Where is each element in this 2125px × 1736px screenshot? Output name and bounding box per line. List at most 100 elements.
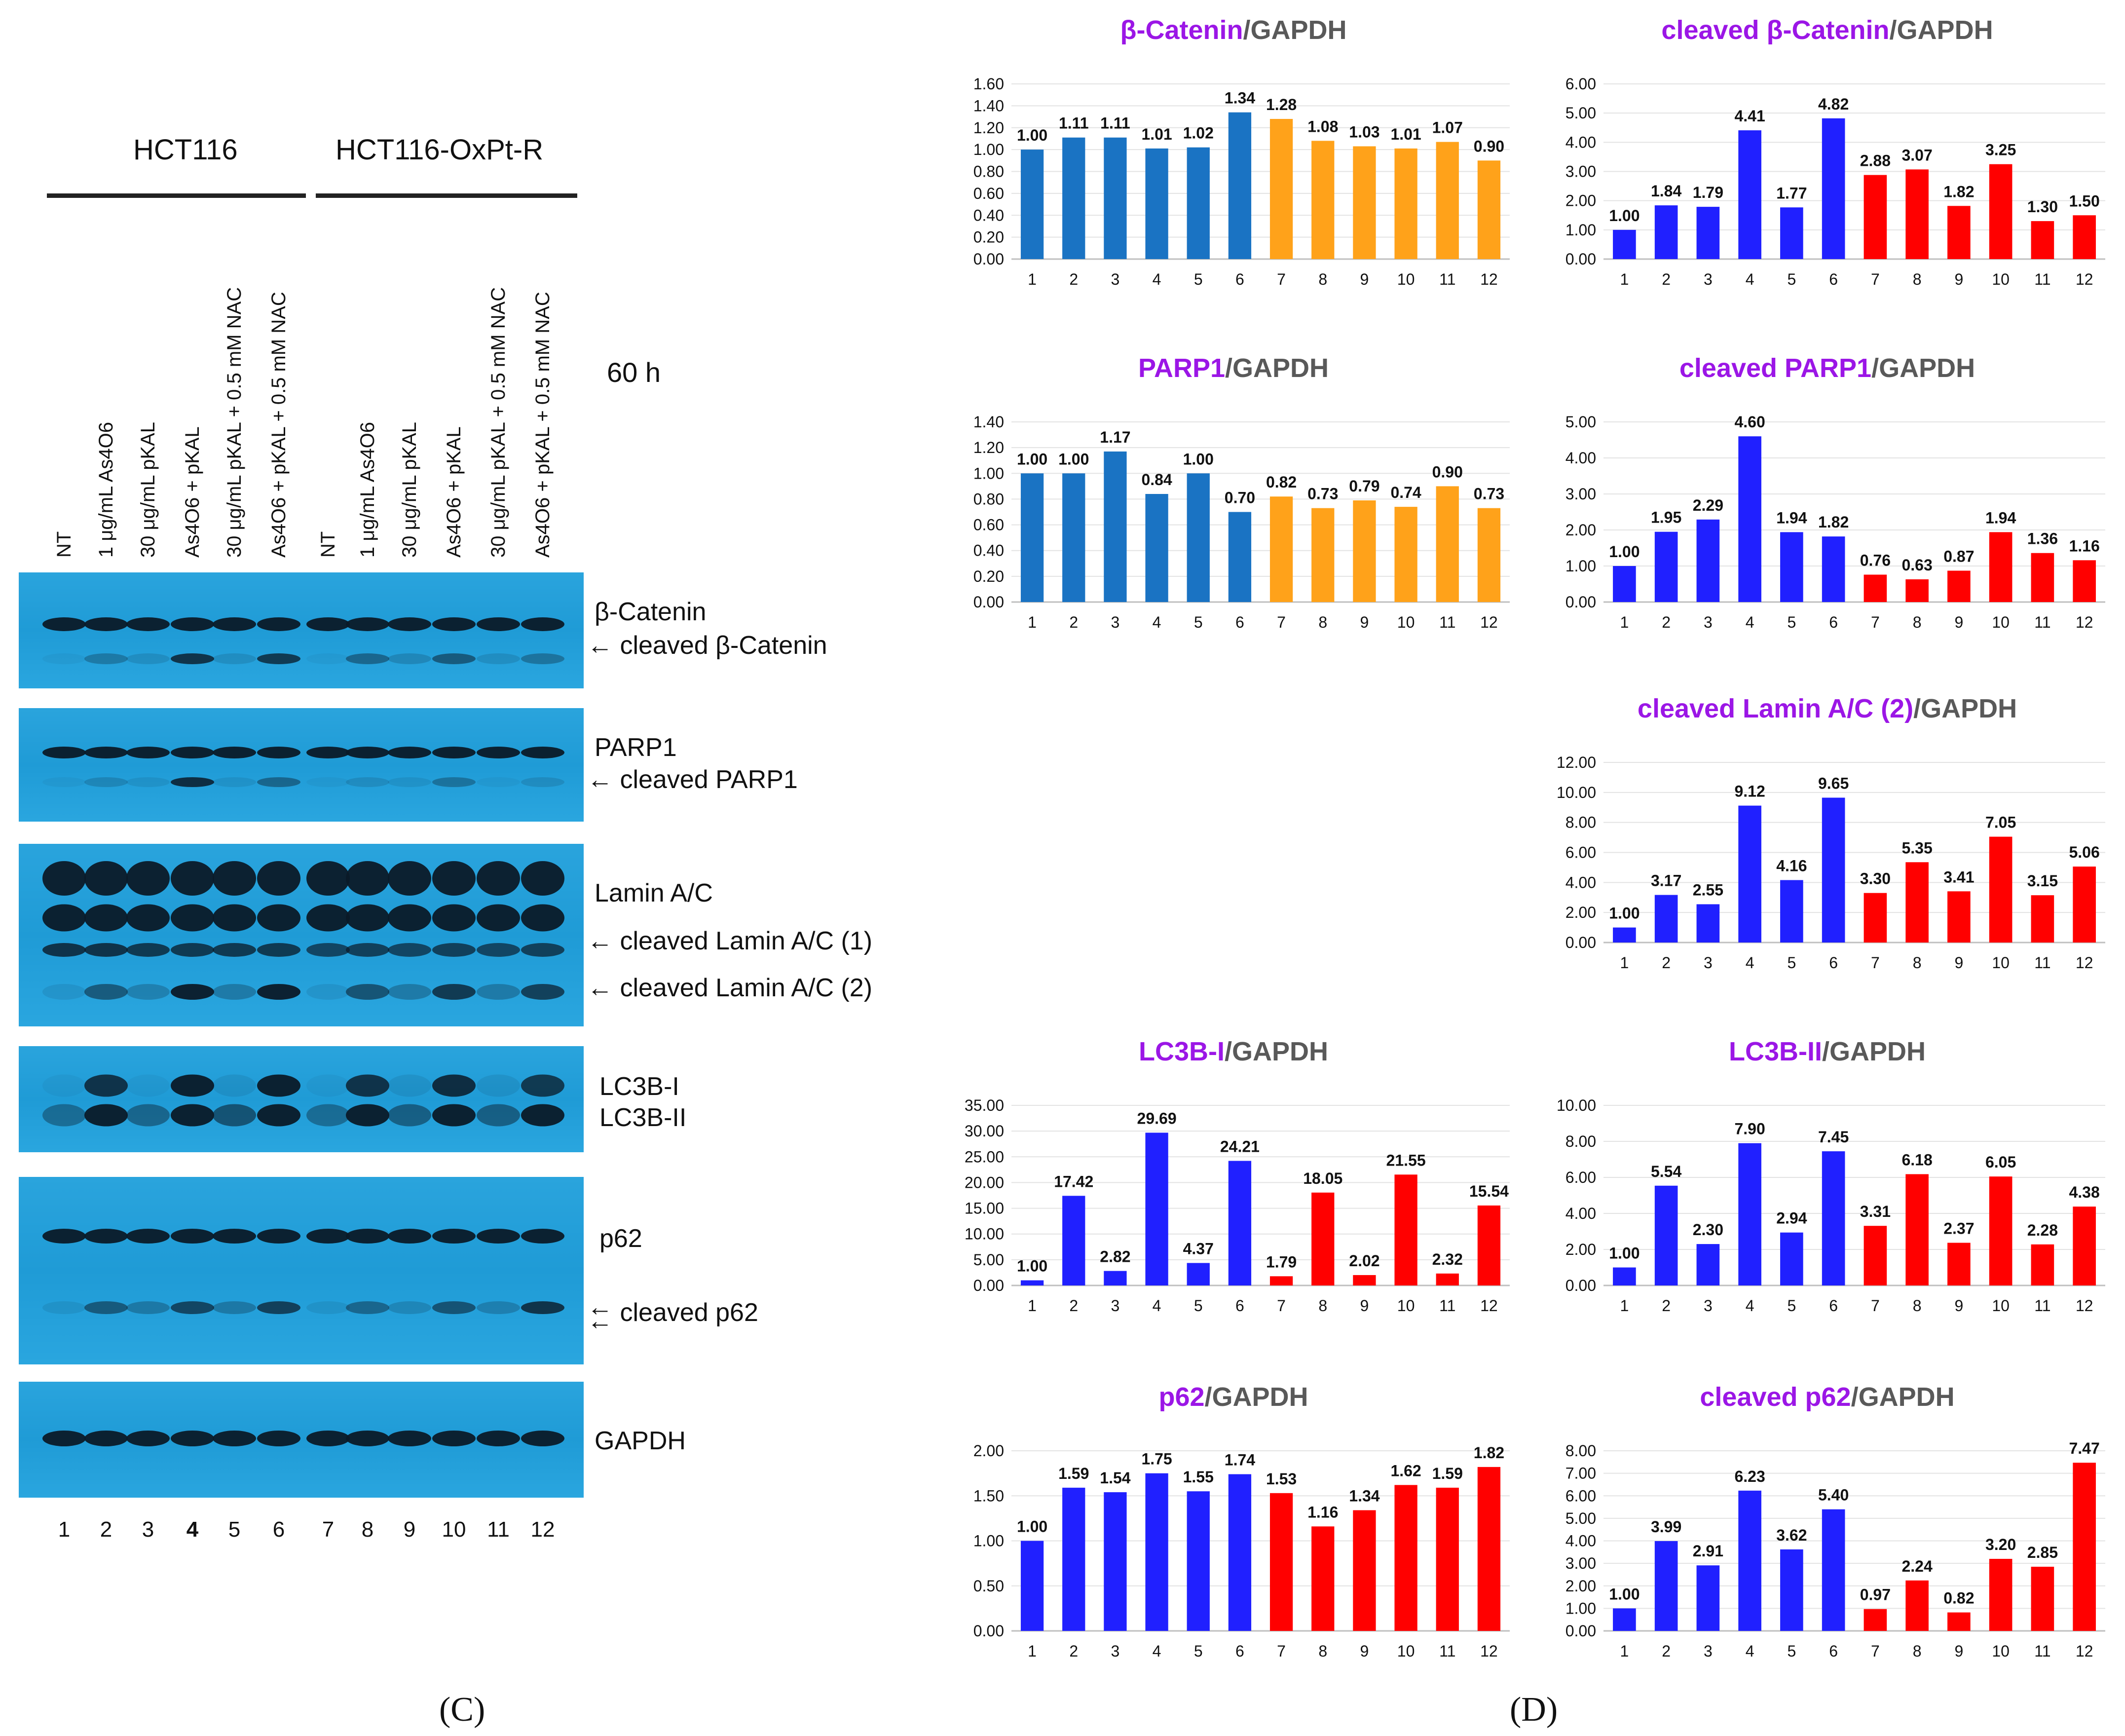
data-label: 1.53 (1266, 1470, 1297, 1488)
data-label: 5.54 (1651, 1163, 1681, 1180)
blot-band (477, 747, 520, 758)
arrow-icon: ← (587, 765, 613, 794)
x-tick-label: 1 (1620, 1297, 1629, 1315)
data-label: 2.29 (1693, 496, 1723, 514)
chart-title-normalizer: /GAPDH (1851, 1382, 1955, 1412)
lane-label: 30 μg/mL pKAL + 0.5 mM NAC (487, 287, 509, 558)
data-label: 4.37 (1183, 1240, 1214, 1257)
blot-band (213, 617, 256, 631)
bar (1394, 148, 1417, 259)
chart-plot: 0.00 5.00 10.00 15.00 20.00 25.00 30.00 35.00 1.… (965, 1096, 1510, 1315)
bar (1145, 1473, 1168, 1631)
blot-band (213, 1074, 256, 1097)
y-tick-label: 12.00 (1557, 754, 1596, 771)
bar (1020, 1280, 1044, 1285)
data-label: 18.05 (1303, 1170, 1342, 1187)
data-label: 2.94 (1776, 1209, 1807, 1227)
x-tick-label: 1 (1620, 613, 1629, 631)
chart-plot: 0.00 0.20 0.40 0.60 0.80 1.00 1.20 1.40 1.60 1.00… (973, 75, 1510, 288)
bar (1864, 1609, 1887, 1631)
bar (1062, 1487, 1085, 1631)
chart-title: β-Catenin/GAPDH (937, 15, 1529, 45)
blot-band (521, 984, 564, 1000)
y-tick-label: 4.00 (1566, 133, 1596, 151)
data-label: 2.88 (1860, 152, 1891, 170)
y-tick-label: 5.00 (1566, 104, 1596, 122)
blot-band (432, 1104, 476, 1127)
lane-label: 30 μg/mL pKAL (137, 421, 159, 558)
x-tick-label: 12 (2076, 1642, 2093, 1660)
lane-label: As4O6 + pKAL (182, 426, 203, 558)
blot-band (521, 747, 564, 758)
y-tick-label: 10.00 (1557, 1096, 1596, 1114)
y-tick-label: 2.00 (1566, 1241, 1596, 1258)
blot-band (42, 777, 86, 787)
bar (1738, 1143, 1761, 1285)
data-label: 1.11 (1100, 114, 1130, 132)
data-label: 1.16 (2069, 537, 2099, 555)
x-tick-label: 5 (1194, 1642, 1203, 1660)
label-p62: p62 (599, 1224, 642, 1253)
blot-b-catenin-bands (42, 617, 564, 664)
y-tick-label: 1.40 (973, 97, 1004, 114)
time-label: 60 h (607, 357, 661, 388)
bar (1613, 229, 1636, 259)
data-label: 5.35 (1901, 839, 1932, 857)
data-label: 3.07 (1901, 146, 1932, 164)
chart-c7: LC3B-II/GAPDH 0.00 2.00 4.00 6.00 8.00 10.00 1.… (1529, 1036, 2125, 1327)
arrow-icon: ← (587, 631, 613, 660)
lane-label: NT (53, 531, 75, 558)
chart-c1: β-Catenin/GAPDH 0.00 0.20 0.40 0.60 0.80 1.00 1… (937, 15, 1529, 301)
blot-band (346, 1301, 389, 1314)
x-tick-label: 3 (1111, 1297, 1120, 1315)
blot-band (84, 861, 128, 896)
bar (1780, 532, 1803, 602)
blot-band (84, 1074, 128, 1097)
blot-band (171, 1104, 214, 1127)
y-tick-label: 7.00 (1566, 1465, 1596, 1482)
bar (1269, 1493, 1293, 1631)
bar (1477, 508, 1501, 602)
x-tick-label: 5 (1787, 613, 1796, 631)
group-bracket-hct116 (47, 193, 306, 198)
chart-plot: 0.00 1.00 2.00 3.00 4.00 5.00 6.00 7.00 8.00 1.00… (1566, 1439, 2105, 1660)
x-tick-label: 2 (1662, 613, 1671, 631)
y-tick-label: 0.00 (973, 250, 1004, 268)
y-tick-label: 0.00 (1566, 1277, 1596, 1294)
bar (1780, 880, 1803, 943)
data-label: 1.17 (1100, 428, 1130, 446)
y-tick-label: 1.00 (1566, 221, 1596, 239)
x-tick-label: 7 (1277, 1297, 1286, 1315)
blot-band (346, 747, 389, 758)
x-tick-label: 5 (1787, 270, 1796, 288)
y-tick-label: 35.00 (965, 1096, 1004, 1114)
bar (1822, 797, 1845, 943)
data-label: 1.82 (1474, 1444, 1504, 1462)
bar (1780, 1549, 1803, 1631)
chart-title-protein: β-Catenin (1120, 15, 1243, 45)
chart-title-protein: PARP1 (1138, 353, 1226, 383)
y-tick-label: 0.40 (973, 206, 1004, 224)
data-label: 1.34 (1349, 1487, 1379, 1505)
y-tick-label: 0.00 (1566, 250, 1596, 268)
blot-band (346, 1229, 389, 1244)
bar (1822, 1151, 1845, 1285)
bar (1822, 118, 1845, 260)
blot-band (306, 1074, 350, 1097)
chart-c4: cleaved PARP1/GAPDH 0.00 1.00 2.00 3.00 4.00 5… (1529, 353, 2125, 644)
data-label: 1.11 (1059, 114, 1089, 132)
blot-band (257, 653, 300, 664)
y-tick-label: 5.00 (1566, 413, 1596, 431)
blot-band (388, 861, 431, 896)
lane-number: 12 (530, 1517, 555, 1542)
data-label: 1.00 (1017, 450, 1047, 468)
blot-band (126, 617, 170, 631)
x-tick-label: 8 (1913, 1642, 1922, 1660)
bar (1947, 1243, 1971, 1285)
data-label: 1.36 (2027, 530, 2058, 548)
chart-plot: 0.00 2.00 4.00 6.00 8.00 10.00 1.00 1 5.54 2 2.30 3… (1557, 1096, 2105, 1315)
group-label-hct116: HCT116 (133, 134, 238, 166)
chart-c6: LC3B-I/GAPDH 0.00 5.00 10.00 15.00 20.00 25.00… (937, 1036, 1529, 1327)
chart-plot: 0.00 0.20 0.40 0.60 0.80 1.00 1.20 1.40 1.00 1 1.0… (973, 413, 1510, 631)
blot-lc3b-bands (42, 1074, 564, 1127)
